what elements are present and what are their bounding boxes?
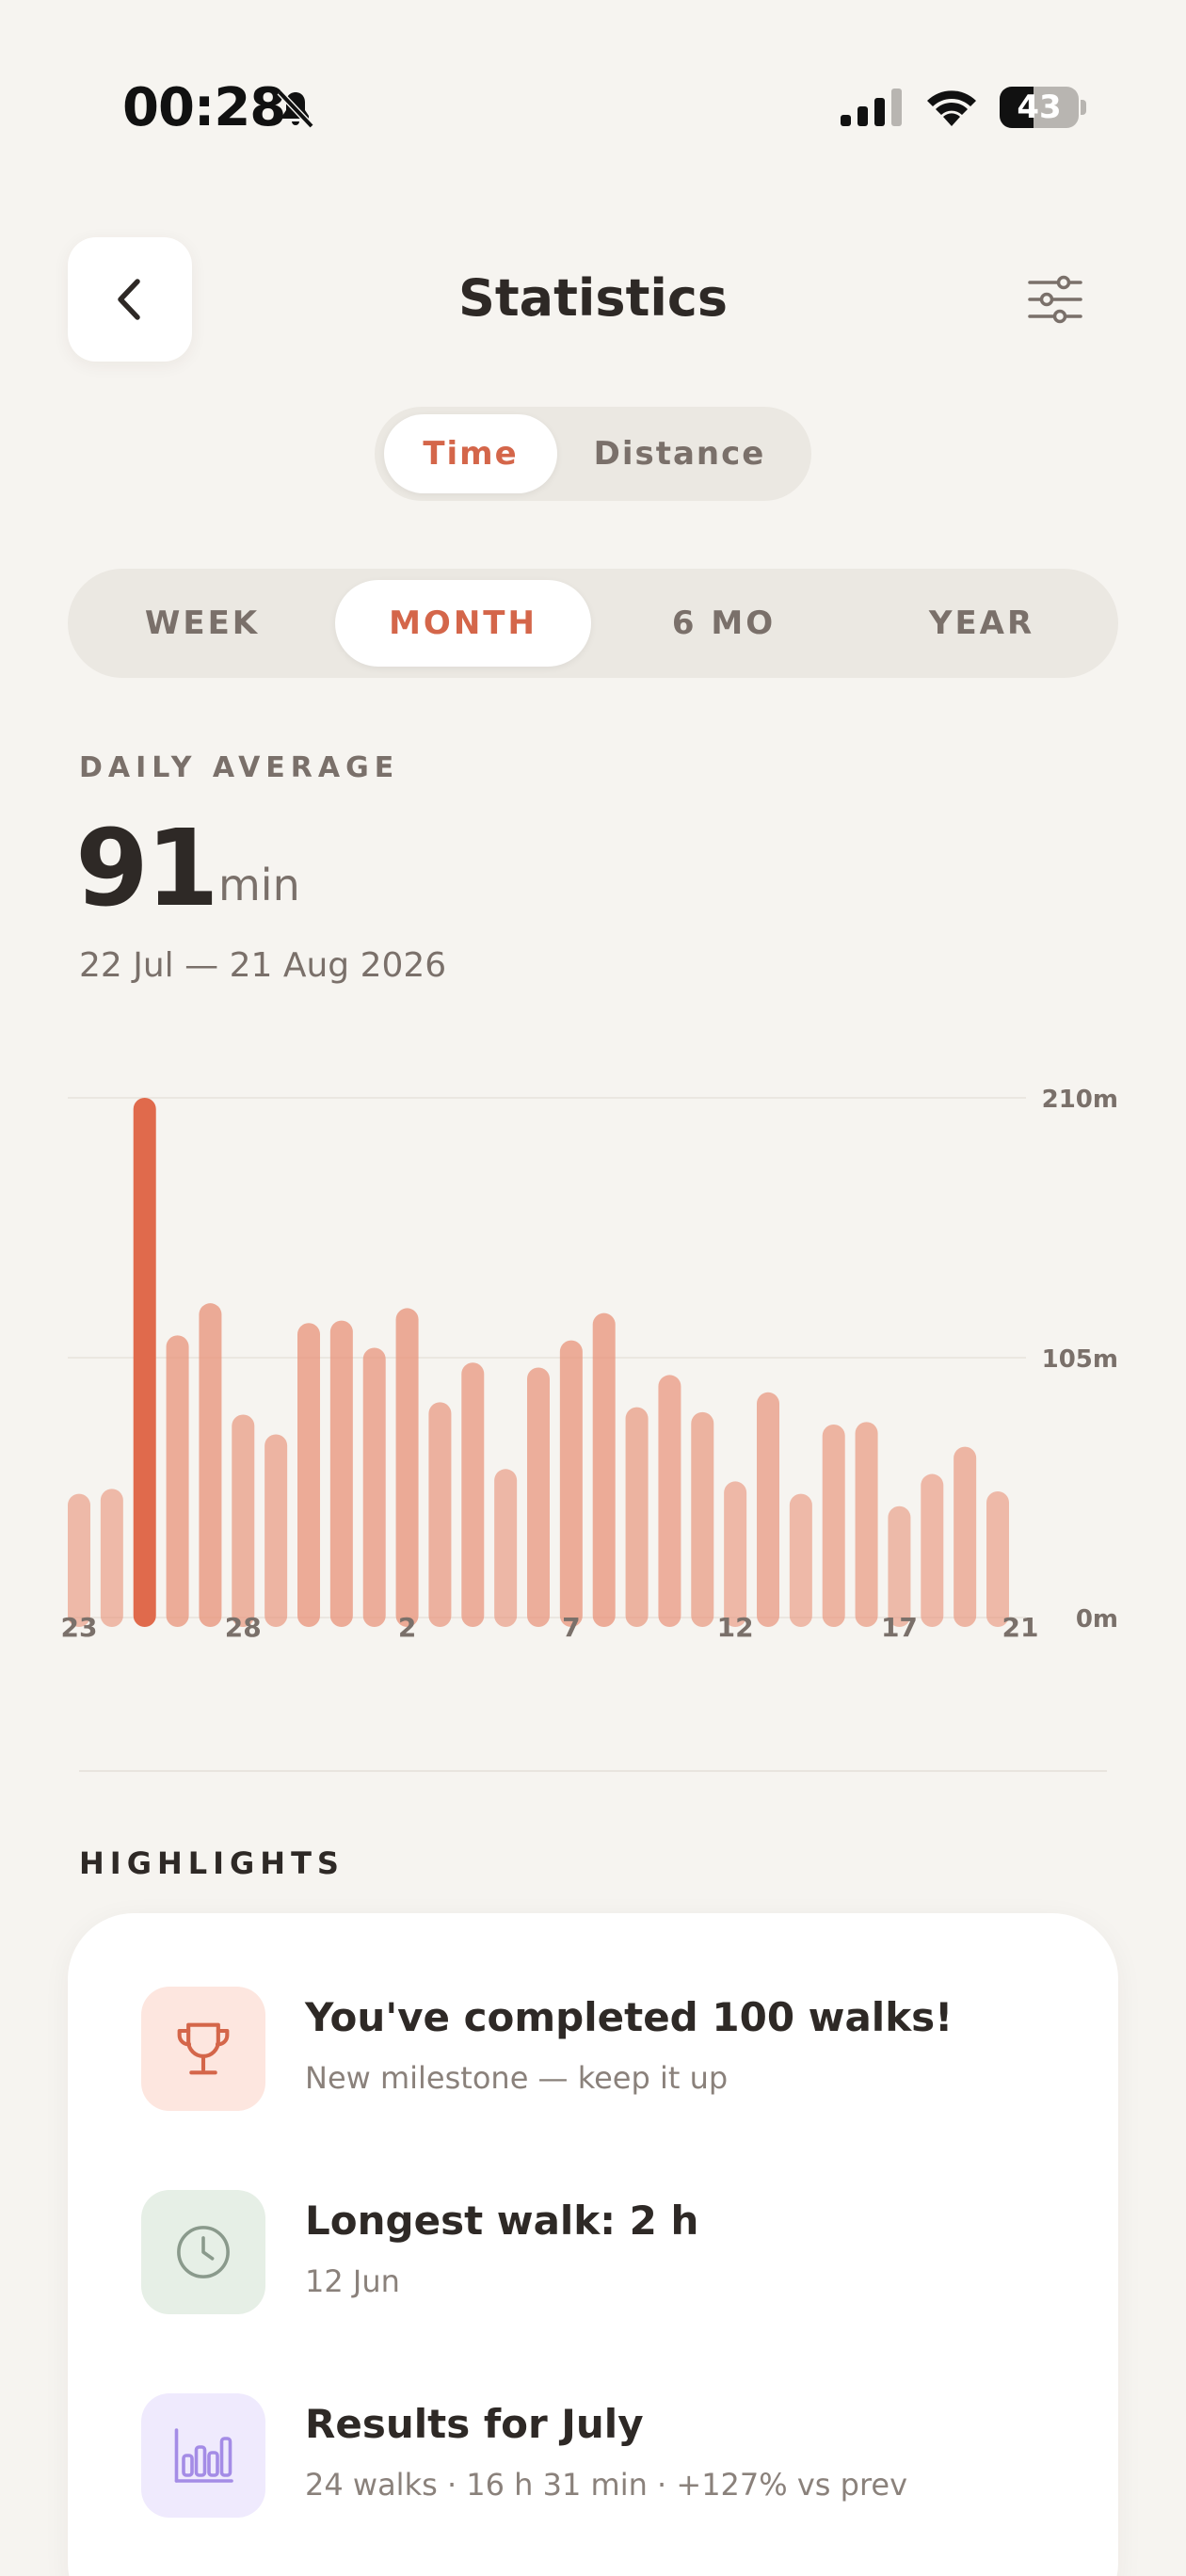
y-tick-label: 105m xyxy=(1042,1345,1118,1374)
status-time: 00:28 xyxy=(122,77,286,138)
chart-bar[interactable] xyxy=(954,1446,977,1627)
chart-bar[interactable] xyxy=(691,1411,714,1627)
x-tick-label: 7 xyxy=(562,1612,580,1643)
chart-bar[interactable] xyxy=(100,1489,123,1627)
x-tick-label: 12 xyxy=(717,1612,754,1643)
tab-week[interactable]: WEEK xyxy=(144,604,261,642)
chart-bar[interactable] xyxy=(461,1362,485,1627)
back-button[interactable] xyxy=(68,237,192,362)
trophy-icon xyxy=(177,2022,230,2075)
highlight-icon-bg xyxy=(141,1987,265,2111)
highlight-subtitle: New milestone — keep it up xyxy=(305,2060,729,2096)
page-title: Statistics xyxy=(457,268,729,328)
chart-bar[interactable] xyxy=(789,1493,812,1627)
clock-icon xyxy=(177,2226,230,2278)
chart-bar[interactable] xyxy=(724,1481,747,1627)
battery-fill xyxy=(1000,87,1034,128)
chart-bar[interactable] xyxy=(527,1367,550,1627)
x-tick-label: 28 xyxy=(225,1612,262,1643)
tab-6mo[interactable]: 6 MO xyxy=(671,604,777,642)
x-tick-label: 21 xyxy=(1002,1612,1039,1643)
chart-bar[interactable] xyxy=(592,1312,616,1627)
chart-bar[interactable] xyxy=(199,1303,222,1627)
chart-bar[interactable] xyxy=(395,1308,419,1627)
battery-level: 43 xyxy=(1017,89,1062,126)
chart-bar[interactable] xyxy=(68,1493,90,1627)
bell-slash-icon xyxy=(277,89,314,129)
highlight-icon-bg xyxy=(141,2190,265,2314)
chart-bar[interactable] xyxy=(888,1505,911,1627)
period-tabs: WEEK MONTH 6 MO YEAR xyxy=(68,569,1118,678)
daily-average-label: DAILY AVERAGE xyxy=(79,751,400,784)
chart-bar[interactable] xyxy=(133,1098,156,1627)
daily-average-value: 91 xyxy=(75,808,219,930)
section-divider xyxy=(79,1770,1107,1772)
highlights-card: You've completed 100 walks! New mileston… xyxy=(68,1913,1118,2576)
y-tick-label: 0m xyxy=(1076,1605,1118,1634)
chart-bar[interactable] xyxy=(757,1392,779,1627)
chart-bar[interactable] xyxy=(264,1434,288,1627)
date-range: 22 Jul — 21 Aug 2026 xyxy=(79,946,447,985)
chart-bar[interactable] xyxy=(297,1323,320,1627)
chart-bar[interactable] xyxy=(362,1347,386,1627)
highlight-longest-walk[interactable]: Longest walk: 2 h 12 Jun xyxy=(141,2190,1045,2314)
chart-bar[interactable] xyxy=(559,1340,583,1627)
wifi-icon xyxy=(927,90,976,126)
tab-month[interactable]: MONTH xyxy=(335,580,591,667)
sliders-icon[interactable] xyxy=(1026,273,1084,326)
chart-bar[interactable] xyxy=(428,1402,452,1627)
highlight-title: You've completed 100 walks! xyxy=(305,1994,954,2040)
tab-year[interactable]: YEAR xyxy=(928,604,1035,642)
chart-bar[interactable] xyxy=(494,1469,518,1627)
highlight-title: Longest walk: 2 h xyxy=(305,2198,699,2244)
daily-average-unit: min xyxy=(218,860,300,910)
y-tick-label: 210m xyxy=(1042,1086,1118,1114)
chart-bar[interactable] xyxy=(658,1375,681,1627)
x-tick-label: 2 xyxy=(398,1612,416,1643)
chart-bar[interactable] xyxy=(329,1320,353,1627)
chart-bar[interactable] xyxy=(625,1407,649,1627)
highlight-july-results[interactable]: Results for July 24 walks · 16 h 31 min … xyxy=(141,2393,1045,2518)
battery-icon: 43 xyxy=(1000,87,1086,128)
highlight-title: Results for July xyxy=(305,2401,644,2447)
highlights-heading: HIGHLIGHTS xyxy=(79,1845,345,1881)
highlight-subtitle: 12 Jun xyxy=(305,2263,400,2299)
x-tick-label: 17 xyxy=(881,1612,918,1643)
bar-chart-icon xyxy=(174,2428,233,2483)
chart-bar[interactable] xyxy=(921,1473,944,1627)
toggle-time[interactable]: Time xyxy=(384,414,557,493)
highlight-milestone[interactable]: You've completed 100 walks! New mileston… xyxy=(141,1987,1045,2111)
chevron-left-icon xyxy=(118,279,140,320)
x-tick-label: 23 xyxy=(61,1612,98,1643)
metric-toggle: Time Distance xyxy=(375,407,811,501)
highlight-icon-bg xyxy=(141,2393,265,2518)
chart-bar[interactable] xyxy=(232,1414,255,1627)
cellular-signal-icon xyxy=(841,89,902,126)
toggle-distance[interactable]: Distance xyxy=(593,435,766,473)
chart-bar[interactable] xyxy=(986,1490,1009,1627)
chart-bar[interactable] xyxy=(166,1335,189,1627)
daily-time-bar-chart: 0m 105m 210m 23 28 2 7 12 17 21 xyxy=(61,1086,1118,1643)
highlight-subtitle: 24 walks · 16 h 31 min · +127% vs prev xyxy=(305,2467,908,2503)
chart-bar[interactable] xyxy=(855,1422,878,1627)
chart-bar[interactable] xyxy=(822,1424,845,1627)
